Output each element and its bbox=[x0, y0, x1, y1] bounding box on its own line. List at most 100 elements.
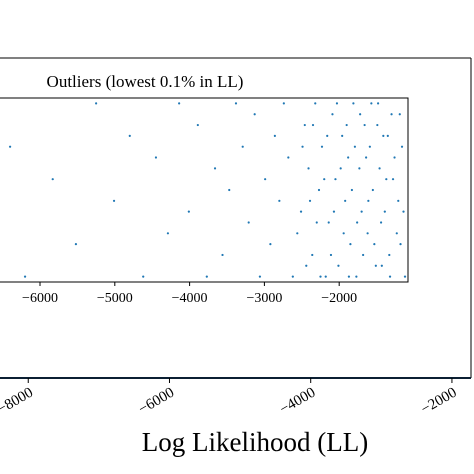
point bbox=[311, 123, 315, 127]
point bbox=[329, 253, 333, 257]
x-tick-label: −5000 bbox=[97, 291, 133, 306]
point bbox=[371, 188, 374, 192]
point bbox=[258, 275, 262, 278]
point bbox=[320, 145, 324, 148]
point bbox=[326, 134, 329, 137]
point bbox=[383, 210, 386, 213]
point bbox=[402, 210, 405, 213]
point bbox=[403, 275, 407, 278]
point bbox=[352, 102, 355, 105]
point bbox=[331, 113, 334, 116]
point bbox=[359, 113, 362, 116]
point bbox=[311, 253, 314, 257]
point bbox=[345, 123, 348, 127]
point bbox=[385, 178, 388, 181]
point bbox=[307, 167, 310, 170]
point bbox=[367, 199, 370, 202]
point bbox=[74, 243, 78, 246]
point bbox=[386, 134, 389, 137]
point bbox=[287, 156, 290, 159]
point bbox=[347, 275, 351, 278]
point bbox=[395, 232, 398, 235]
x-tick-label: −8000 bbox=[0, 385, 36, 418]
point bbox=[154, 156, 158, 159]
point bbox=[51, 178, 54, 181]
point bbox=[393, 156, 396, 159]
point bbox=[339, 167, 342, 170]
point bbox=[353, 145, 356, 148]
point bbox=[365, 156, 368, 159]
point bbox=[390, 113, 393, 116]
point bbox=[337, 264, 340, 267]
point bbox=[388, 253, 391, 257]
inset-frame bbox=[0, 97, 409, 283]
point bbox=[187, 210, 190, 213]
point bbox=[335, 102, 339, 105]
x-tick-label: −2000 bbox=[418, 385, 459, 418]
point bbox=[388, 275, 392, 278]
point bbox=[23, 275, 27, 278]
point bbox=[305, 264, 308, 267]
point bbox=[303, 123, 306, 127]
point bbox=[166, 232, 170, 235]
point bbox=[205, 275, 208, 278]
point bbox=[314, 102, 317, 105]
point bbox=[234, 102, 238, 105]
point bbox=[360, 210, 363, 213]
x-tick-label: −3000 bbox=[246, 291, 282, 306]
point bbox=[247, 221, 250, 224]
point bbox=[382, 134, 385, 137]
inset-title: Outliers (lowest 0.1% in LL) bbox=[47, 72, 244, 91]
point bbox=[327, 221, 330, 224]
point bbox=[370, 102, 373, 105]
point bbox=[128, 134, 131, 137]
point bbox=[178, 102, 181, 105]
point bbox=[299, 210, 303, 213]
point bbox=[374, 264, 377, 267]
point bbox=[315, 221, 318, 224]
point bbox=[296, 232, 299, 235]
point bbox=[323, 178, 326, 181]
point bbox=[344, 199, 347, 202]
point bbox=[366, 232, 369, 235]
point bbox=[347, 156, 350, 159]
x-tick-label: −4000 bbox=[172, 291, 208, 306]
point bbox=[8, 145, 12, 148]
point bbox=[221, 253, 224, 257]
point bbox=[356, 221, 359, 224]
point bbox=[358, 167, 361, 170]
point bbox=[378, 167, 381, 170]
point bbox=[334, 178, 337, 181]
point bbox=[282, 102, 285, 105]
point bbox=[241, 145, 244, 148]
point bbox=[278, 199, 281, 202]
point bbox=[362, 253, 365, 257]
point bbox=[301, 145, 304, 148]
point bbox=[213, 167, 217, 170]
point bbox=[342, 232, 345, 235]
point bbox=[355, 275, 358, 278]
point bbox=[399, 243, 402, 246]
point bbox=[142, 275, 145, 278]
point bbox=[368, 145, 371, 148]
point bbox=[363, 123, 366, 127]
point bbox=[228, 188, 231, 192]
point bbox=[112, 199, 116, 202]
point bbox=[376, 102, 380, 105]
point bbox=[391, 178, 395, 181]
point bbox=[253, 113, 256, 116]
point bbox=[291, 275, 294, 278]
point bbox=[264, 178, 267, 181]
point bbox=[397, 199, 400, 202]
point bbox=[308, 199, 312, 202]
point bbox=[319, 275, 322, 278]
x-tick-label: −4000 bbox=[277, 385, 318, 418]
point bbox=[273, 134, 276, 137]
x-tick-label: −6000 bbox=[136, 385, 177, 418]
point bbox=[379, 221, 383, 224]
point bbox=[317, 188, 321, 192]
point bbox=[341, 134, 344, 137]
point bbox=[269, 243, 272, 246]
point bbox=[349, 243, 352, 246]
